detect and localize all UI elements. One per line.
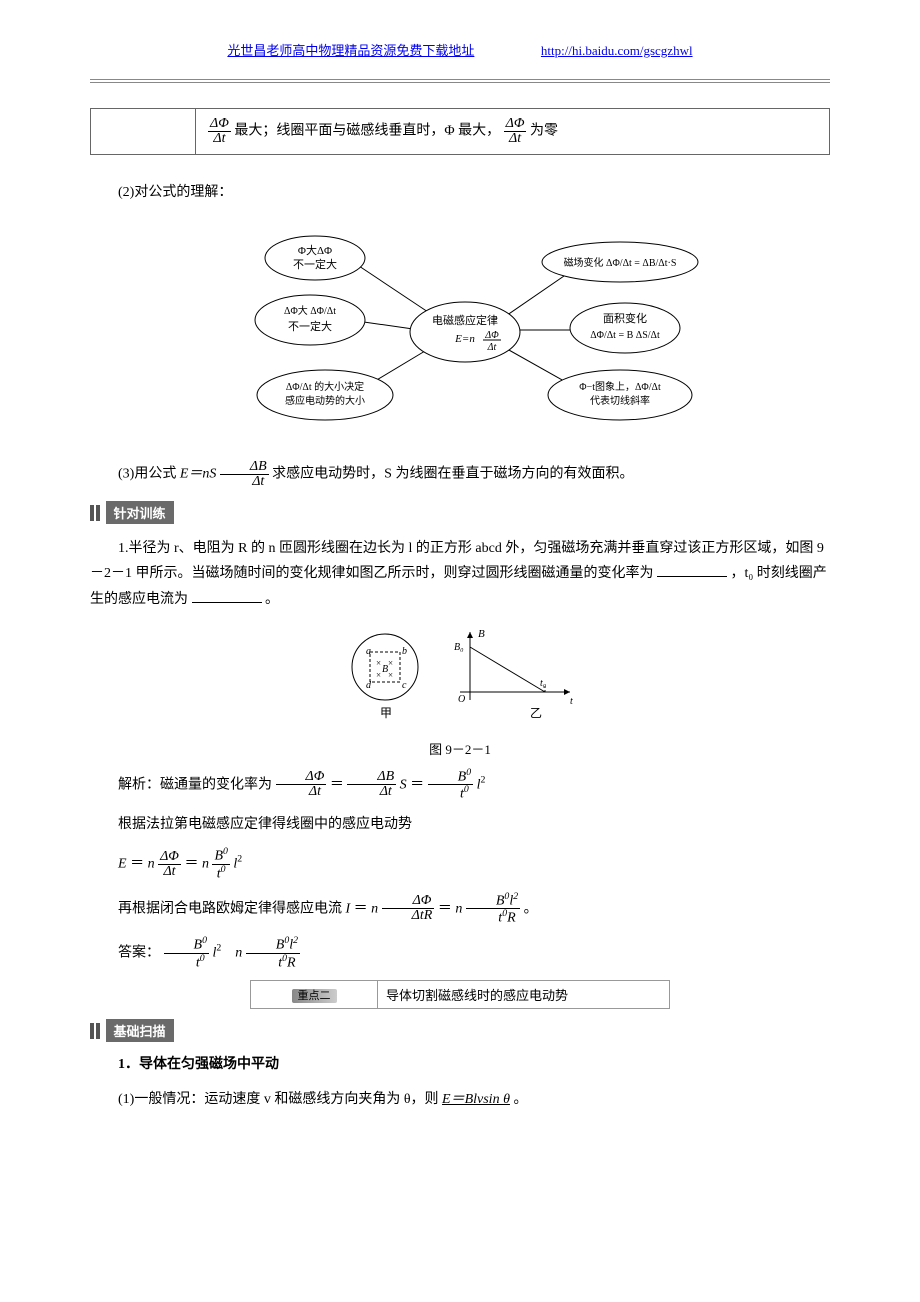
section-label-2: 基础扫描 (106, 1019, 174, 1042)
blank-1 (657, 562, 727, 577)
svg-text:Φ大ΔΦ: Φ大ΔΦ (298, 243, 332, 257)
svg-text:B₀: B₀ (454, 642, 464, 653)
svg-text:磁场变化 ΔΦ/Δt = ΔB/Δt·S: 磁场变化 ΔΦ/Δt = ΔB/Δt·S (564, 256, 677, 269)
topic-table: 重点二 导体切割磁感线时的感应电动势 (250, 980, 670, 1009)
figure-caption: 图 9－2－1 (90, 739, 830, 758)
svg-text:Δt: Δt (487, 342, 497, 353)
solution-s3: 再根据闭合电路欧姆定律得感应电流 I ＝ n ΔΦΔtR ＝ n B0l2t0R… (90, 892, 830, 926)
formula-table: ΔΦ Δt 最大；线圈平面与磁感线垂直时，Φ 最大， ΔΦ Δt 为零 (90, 108, 830, 155)
header-url[interactable]: http://hi.baidu.com/gscgzhwl (541, 43, 693, 58)
svg-text:d: d (366, 680, 372, 691)
svg-text:ΔΦ/Δt 的大小决定: ΔΦ/Δt 的大小决定 (286, 380, 364, 393)
topic-label: 重点二 (292, 989, 337, 1003)
solution-s2: 根据法拉第电磁感应定律得线圈中的感应电动势 (90, 812, 830, 837)
svg-text:感应电动势的大小: 感应电动势的大小 (285, 394, 365, 407)
line-2: (2)对公式的理解： (90, 180, 830, 205)
table-content-cell: ΔΦ Δt 最大；线圈平面与磁感线垂直时，Φ 最大， ΔΦ Δt 为零 (196, 109, 830, 155)
sec2-heading: 1．导体在匀强磁场中平动 (90, 1052, 830, 1077)
header-rule-1 (90, 79, 830, 80)
svg-text:电磁感应定律: 电磁感应定律 (432, 313, 498, 327)
svg-text:×: × (388, 670, 393, 680)
header-left-link[interactable]: 光世昌老师高中物理精品资源免费下载地址 (227, 43, 474, 58)
svg-text:E=n: E=n (454, 333, 475, 345)
svg-text:×: × (376, 670, 381, 680)
svg-text:甲: 甲 (380, 706, 392, 720)
concept-map-svg: 电磁感应定律 E=n ΔΦ Δt Φ大ΔΦ 不一定大 ΔΦ大 ΔΦ/Δt 不一定… (200, 220, 720, 440)
table-left-cell (91, 109, 196, 155)
svg-text:乙: 乙 (530, 706, 542, 720)
section-label-1: 针对训练 (106, 501, 174, 524)
section-header-2: 基础扫描 (90, 1019, 830, 1042)
svg-text:t₀: t₀ (540, 678, 547, 689)
figure-9-2-1: a b d c × × × × B 甲 B B₀ O t₀ t 乙 图 9－2－1 (90, 622, 830, 758)
frac-dphi-dt-2: ΔΦ Δt (504, 117, 527, 146)
svg-text:c: c (402, 680, 407, 691)
answer-line: 答案： B0t0 l2 n B0l2t0R (90, 936, 830, 970)
figure-svg: a b d c × × × × B 甲 B B₀ O t₀ t 乙 (330, 622, 590, 732)
blank-2 (192, 588, 262, 603)
table-text-after: 为零 (530, 124, 558, 139)
sec2-p1: (1)一般情况：运动速度 v 和磁感线方向夹角为 θ，则 E＝Blvsin θ … (90, 1087, 830, 1112)
svg-text:代表切线斜率: 代表切线斜率 (590, 394, 650, 407)
frac-dphi-dt-1: ΔΦ Δt (208, 117, 231, 146)
section-header-1: 针对训练 (90, 501, 830, 524)
svg-text:ΔΦ: ΔΦ (484, 330, 499, 341)
svg-text:B: B (382, 664, 388, 675)
svg-text:b: b (402, 646, 407, 657)
problem-1: 1.半径为 r、电阻为 R 的 n 匝圆形线圈在边长为 l 的正方形 abcd … (90, 536, 830, 612)
svg-text:t: t (570, 696, 573, 707)
page-header: 光世昌老师高中物理精品资源免费下载地址 http://hi.baidu.com/… (90, 40, 830, 59)
solution-s1: 解析：磁通量的变化率为 ΔΦΔt ＝ ΔBΔt S ＝ B0t0 l2 (90, 768, 830, 802)
concept-map: 电磁感应定律 E=n ΔΦ Δt Φ大ΔΦ 不一定大 ΔΦ大 ΔΦ/Δt 不一定… (90, 220, 830, 445)
svg-text:面积变化: 面积变化 (603, 311, 647, 325)
line-3: (3)用公式 E＝nS ΔB Δt 求感应电动势时，S 为线圈在垂直于磁场方向的… (90, 460, 830, 489)
equation-E: E ＝ n ΔΦΔt ＝ n B0t0 l2 (118, 847, 830, 881)
table-text-mid: 最大；线圈平面与磁感线垂直时，Φ 最大， (234, 124, 500, 139)
sec2-eq: E＝Blvsin θ (442, 1092, 510, 1107)
svg-text:ΔΦ大 ΔΦ/Δt: ΔΦ大 ΔΦ/Δt (284, 304, 336, 317)
svg-text:×: × (388, 658, 393, 668)
svg-text:不一定大: 不一定大 (288, 319, 332, 333)
svg-text:a: a (366, 646, 371, 657)
svg-text:O: O (458, 694, 465, 705)
svg-text:×: × (376, 658, 381, 668)
header-rule-2 (90, 82, 830, 83)
svg-text:Φ−t图象上，ΔΦ/Δt: Φ−t图象上，ΔΦ/Δt (579, 381, 661, 393)
svg-text:ΔΦ/Δt = B ΔS/Δt: ΔΦ/Δt = B ΔS/Δt (590, 330, 660, 341)
svg-text:B: B (478, 628, 485, 640)
svg-text:不一定大: 不一定大 (293, 257, 337, 271)
topic-title: 导体切割磁感线时的感应电动势 (378, 981, 670, 1009)
